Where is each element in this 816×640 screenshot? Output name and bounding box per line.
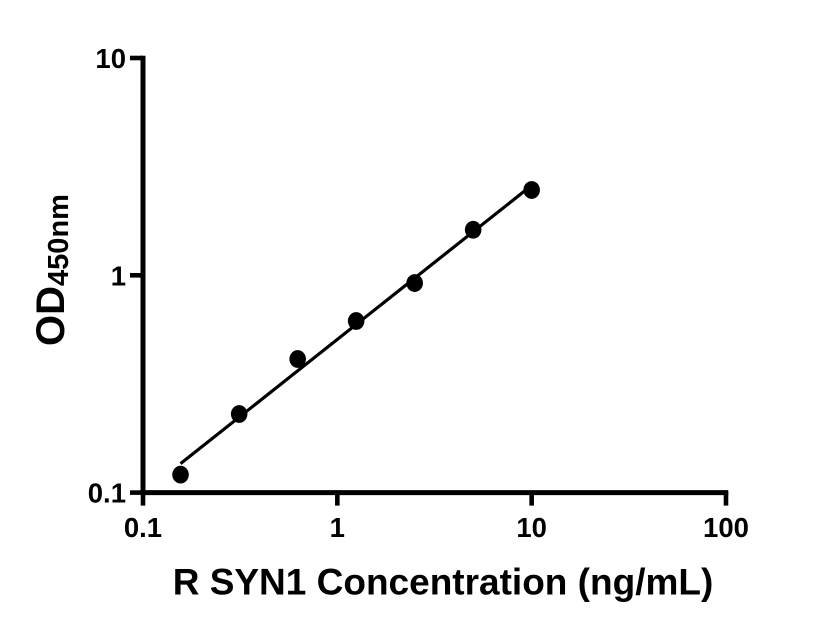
y-tick-label: 10 [95, 43, 126, 74]
data-point [172, 465, 189, 484]
data-point [523, 181, 540, 199]
data-point [347, 312, 365, 330]
y-axis-title-subscript: 450nm [43, 194, 75, 286]
x-tick-label: 1 [330, 512, 345, 543]
data-point [464, 220, 482, 239]
y-axis-title-main: OD [29, 285, 73, 346]
x-tick-label: 0.1 [124, 512, 162, 543]
x-tick-label: 100 [703, 512, 749, 543]
x-axis-title: R SYN1 Concentration (ng/mL) [172, 561, 714, 603]
x-tick-label: 10 [516, 512, 547, 543]
data-point [230, 405, 248, 423]
y-axis-title: OD450nm [29, 194, 75, 346]
data-point [406, 274, 423, 292]
data-point [289, 350, 306, 368]
y-tick-label: 0.1 [88, 478, 126, 509]
y-tick-label: 1 [111, 260, 126, 291]
